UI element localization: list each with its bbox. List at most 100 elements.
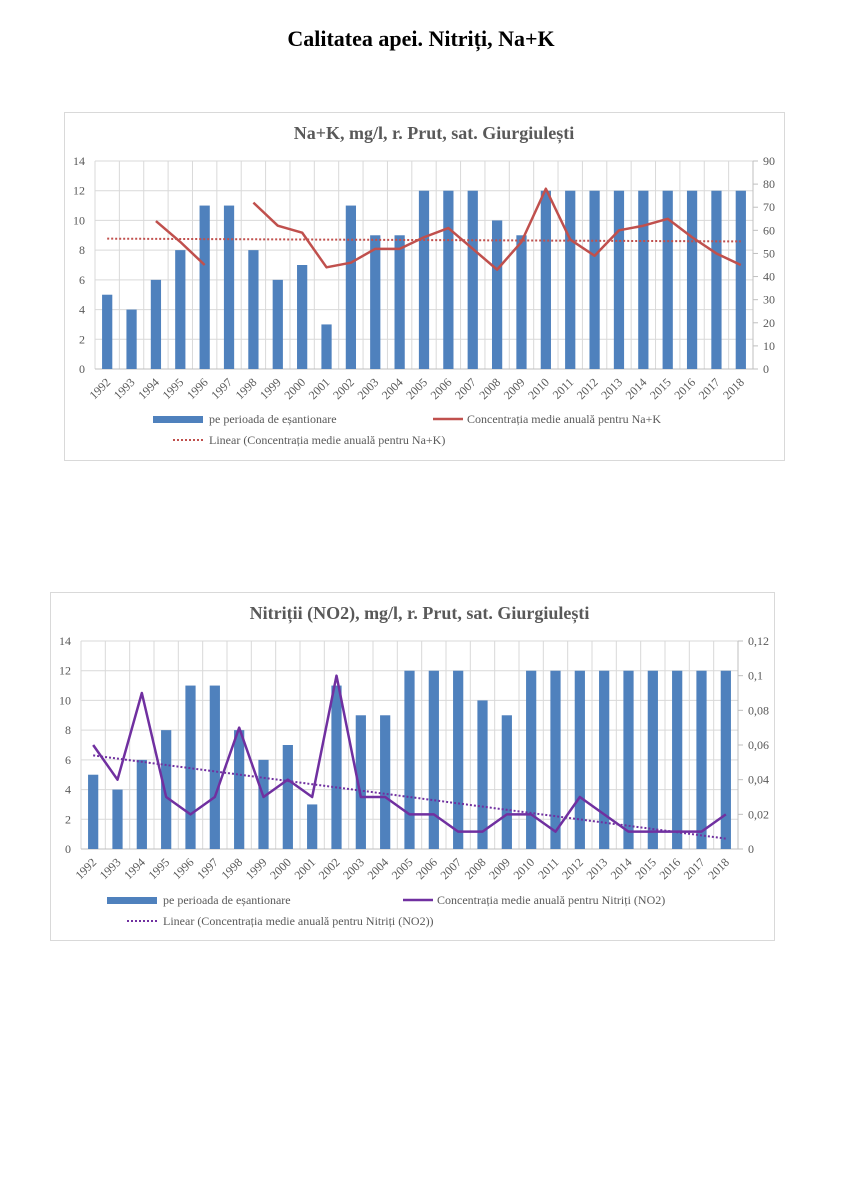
- x-axis-tick-label: 2013: [598, 375, 625, 402]
- bar-2005: [404, 670, 415, 849]
- y2-axis-tick-label: 0: [748, 842, 754, 856]
- bar-2018: [735, 190, 746, 369]
- x-axis-tick-label: 1994: [121, 855, 148, 882]
- x-axis-tick-label: 2001: [291, 855, 318, 882]
- bar-1997: [223, 205, 235, 369]
- x-axis-tick-label: 2006: [413, 855, 440, 882]
- x-axis-tick-label: 2016: [656, 855, 683, 882]
- x-axis-tick-label: 1994: [135, 375, 162, 402]
- x-axis-tick-label: 2013: [583, 855, 610, 882]
- y-axis-tick-label: 12: [59, 664, 71, 678]
- x-axis-tick-label: 2010: [525, 375, 552, 402]
- x-axis-tick-label: 2007: [437, 855, 464, 882]
- y2-axis-tick-label: 0,12: [748, 634, 769, 648]
- bar-2014: [623, 670, 634, 849]
- bar-2001: [307, 804, 318, 849]
- bar-2014: [638, 190, 649, 369]
- y2-axis-tick-label: 0,04: [748, 773, 769, 787]
- x-axis-tick-label: 1997: [208, 375, 235, 402]
- y-axis-tick-label: 4: [65, 783, 71, 797]
- x-axis-tick-label: 2018: [705, 855, 732, 882]
- bar-1994: [136, 759, 147, 849]
- x-axis-tick-label: 2009: [486, 855, 513, 882]
- chart-nitrites: Nitriții (NO2), mg/l, r. Prut, sat. Giur…: [50, 592, 775, 941]
- bar-2012: [589, 190, 600, 369]
- bar-2006: [443, 190, 454, 369]
- x-axis-tick-label: 2003: [355, 375, 382, 402]
- legend-swatch-bar: [107, 897, 157, 904]
- y2-axis-tick-label: 0,1: [748, 669, 763, 683]
- legend-label-line: Concentrația medie anuală pentru Na+K: [467, 412, 661, 426]
- trend-line: [107, 237, 741, 243]
- bar-1996: [199, 205, 210, 369]
- y-axis-tick-label: 2: [65, 812, 71, 826]
- x-axis-tick-label: 2010: [510, 855, 537, 882]
- x-axis-tick-label: 2001: [306, 375, 333, 402]
- y2-axis-tick-label: 70: [763, 200, 775, 214]
- y-axis-tick-label: 2: [79, 332, 85, 346]
- y-axis-tick-label: 10: [73, 213, 85, 227]
- x-axis-tick-label: 2008: [476, 375, 503, 402]
- bar-2017: [696, 670, 707, 849]
- y-axis-tick-label: 12: [73, 184, 85, 198]
- legend-label-trend: Linear (Concentrația medie anuală pentru…: [163, 914, 434, 928]
- bar-2010: [540, 190, 551, 369]
- bar-2006: [428, 670, 439, 849]
- x-axis-tick-label: 2006: [428, 375, 455, 402]
- bar-2012: [574, 670, 585, 849]
- y2-axis-tick-label: 20: [763, 316, 775, 330]
- x-axis-tick-label: 2015: [632, 855, 659, 882]
- y-axis-tick-label: 0: [65, 842, 71, 856]
- x-axis-tick-label: 1993: [97, 855, 124, 882]
- x-axis-tick-label: 2005: [389, 855, 416, 882]
- bar-2008: [477, 700, 488, 849]
- x-axis-tick-label: 1998: [218, 855, 245, 882]
- bar-2011: [550, 670, 561, 849]
- bar-2001: [321, 324, 332, 369]
- bar-1998: [248, 250, 259, 369]
- x-axis-tick-label: 2000: [267, 855, 294, 882]
- x-axis-tick-label: 1996: [170, 855, 197, 882]
- bar-2015: [647, 670, 658, 849]
- chart-title: Nitriții (NO2), mg/l, r. Prut, sat. Giur…: [250, 603, 590, 624]
- x-axis-tick-label: 1993: [111, 375, 138, 402]
- bar-1992: [102, 294, 113, 369]
- x-axis-tick-label: 2016: [671, 375, 698, 402]
- chart-na-k-canvas: Na+K, mg/l, r. Prut, sat. Giurgiulești 0 2…: [73, 123, 775, 447]
- y-axis-tick-label: 0: [79, 362, 85, 376]
- bar-2015: [662, 190, 673, 369]
- x-axis-tick-label: 2005: [403, 375, 430, 402]
- bar-2016: [672, 670, 683, 849]
- x-axis-tick-label: 2017: [681, 855, 708, 882]
- x-axis-tick-label: 2014: [623, 375, 650, 402]
- y-axis-tick-label: 8: [65, 723, 71, 737]
- x-axis-tick-label: 2004: [364, 855, 391, 882]
- y2-axis-tick-label: 0,06: [748, 738, 769, 752]
- y-axis-tick-label: 10: [59, 693, 71, 707]
- bar-1993: [126, 309, 137, 369]
- y-axis-tick-label: 4: [79, 303, 85, 317]
- x-axis-tick-label: 2003: [340, 855, 367, 882]
- bar-2003: [355, 715, 366, 849]
- bar-2004: [394, 235, 405, 369]
- y-axis-tick-label: 6: [65, 753, 71, 767]
- bar-1993: [112, 789, 123, 849]
- x-axis-tick-label: 1995: [160, 375, 187, 402]
- bar-1995: [175, 250, 186, 369]
- y2-axis-tick-label: 60: [763, 223, 775, 237]
- bar-1994: [150, 279, 162, 369]
- x-axis-tick-label: 2014: [608, 855, 635, 882]
- bar-2018: [720, 670, 731, 849]
- bar-1995: [161, 730, 172, 849]
- legend-label-bar: pe perioada de eșantionare: [163, 893, 291, 907]
- x-axis-tick-label: 2009: [501, 375, 528, 402]
- chart-nitrites-canvas: Nitriții (NO2), mg/l, r. Prut, sat. Giur…: [59, 603, 769, 928]
- x-axis-tick-label: 2018: [720, 375, 747, 402]
- bar-1997: [209, 685, 220, 849]
- bar-1999: [258, 759, 269, 849]
- legend-swatch-bar: [153, 416, 203, 423]
- x-axis-tick-label: 2017: [696, 375, 723, 402]
- y2-axis-tick-label: 0,08: [748, 703, 769, 717]
- bar-1996: [185, 685, 196, 849]
- bar-2004: [380, 715, 391, 849]
